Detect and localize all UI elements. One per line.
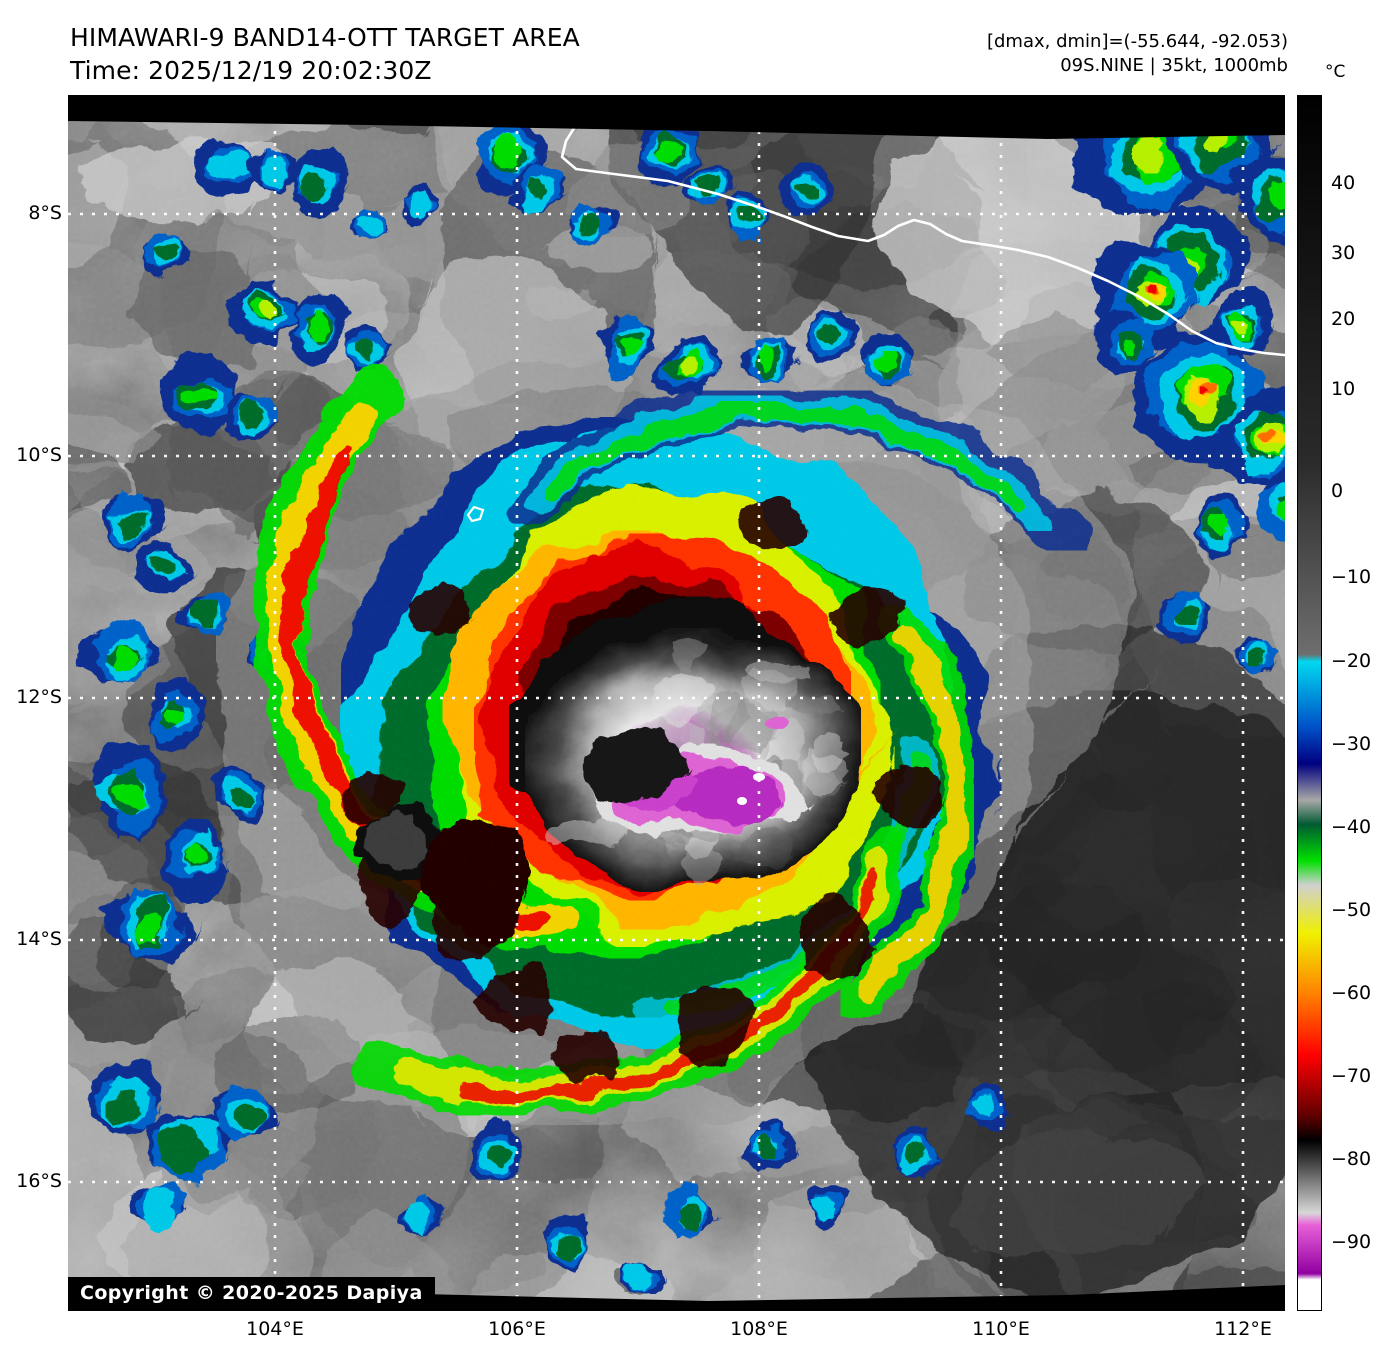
colorbar-tick-7: −30: [1331, 733, 1372, 755]
x-axis-tick-4: 112°E: [1214, 1318, 1272, 1340]
y-axis-tick-1: 10°S: [16, 444, 62, 466]
y-axis-tick-2: 12°S: [16, 686, 62, 708]
copyright-notice: Copyright © 2020-2025 Dapiya: [68, 1277, 435, 1310]
timestamp-label: Time: 2025/12/19 20:02:30Z: [70, 55, 432, 85]
colorbar-tick-12: −80: [1331, 1148, 1372, 1170]
metadata-block: [dmax, dmin]=(-55.644, -92.053) 09S.NINE…: [987, 30, 1288, 78]
colorbar-tick-13: −90: [1331, 1231, 1372, 1253]
colorbar-tick-9: −50: [1331, 899, 1372, 921]
x-axis-tick-1: 106°E: [488, 1318, 546, 1340]
colorbar-tick-2: 20: [1331, 308, 1356, 330]
storm-info-label: 09S.NINE | 35kt, 1000mb: [1060, 54, 1288, 76]
colorbar-tick-4: 0: [1331, 480, 1344, 502]
colorbar-tick-10: −60: [1331, 982, 1372, 1004]
satellite-image-plot[interactable]: [68, 95, 1285, 1311]
title-block: HIMAWARI-9 BAND14-OTT TARGET AREA Time: …: [70, 22, 580, 87]
x-axis-tick-0: 104°E: [246, 1318, 304, 1340]
y-axis-tick-3: 14°S: [16, 928, 62, 950]
colorbar-tick-8: −40: [1331, 816, 1372, 838]
x-axis-tick-2: 108°E: [730, 1318, 788, 1340]
colorbar-tick-1: 30: [1331, 242, 1356, 264]
colorbar-tick-11: −70: [1331, 1065, 1372, 1087]
colorbar-tick-0: 40: [1331, 172, 1356, 194]
colorbar-tick-3: 10: [1331, 378, 1356, 400]
x-axis-tick-3: 110°E: [972, 1318, 1030, 1340]
satellite-raster: [68, 95, 1285, 1311]
page-title: HIMAWARI-9 BAND14-OTT TARGET AREA: [70, 23, 580, 52]
colorbar-gradient: [1298, 96, 1321, 1310]
colorbar-tick-6: −20: [1331, 650, 1372, 672]
colorbar-unit-label: °C: [1325, 62, 1346, 82]
y-axis-tick-0: 8°S: [28, 202, 62, 224]
colorbar-tick-5: −10: [1331, 566, 1372, 588]
dminmax-label: [dmax, dmin]=(-55.644, -92.053): [986, 31, 1288, 52]
colorbar[interactable]: [1297, 95, 1322, 1311]
y-axis-tick-4: 16°S: [16, 1170, 62, 1192]
